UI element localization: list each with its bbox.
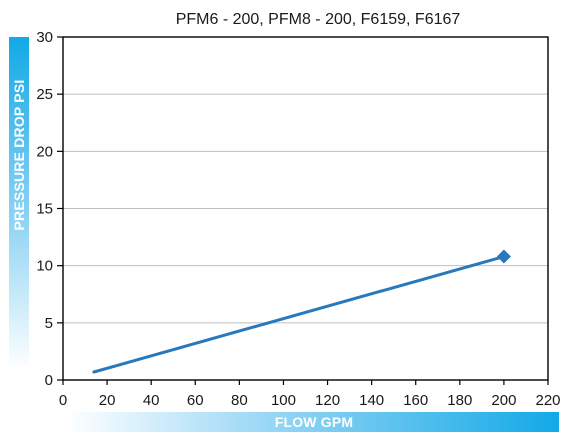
y-axis-label: PRESSURE DROP PSI (11, 80, 27, 231)
chart-title: PFM6 - 200, PFM8 - 200, F6159, F6167 (176, 11, 461, 28)
y-tick-label: 20 (36, 143, 53, 160)
y-tick-label: 0 (45, 372, 53, 389)
x-axis-label-band (66, 412, 559, 432)
x-tick-label: 180 (447, 392, 472, 409)
y-tick-label: 5 (45, 315, 53, 332)
x-axis-label: FLOW GPM (275, 414, 354, 430)
series-line (92, 255, 506, 374)
x-tick-label: 120 (315, 392, 340, 409)
x-tick-label: 140 (359, 392, 384, 409)
x-tick-label: 160 (403, 392, 428, 409)
y-tick-label: 25 (36, 86, 53, 103)
tick-labels: 0 5 10 15 20 25 30 0 20 40 60 80 100 120 140 160 180 200 2… (36, 29, 560, 409)
y-axis-label-band (9, 37, 29, 370)
axes (57, 36, 549, 385)
y-tick-label: 15 (36, 201, 53, 218)
x-tick-label: 0 (59, 392, 67, 409)
series (92, 249, 511, 374)
data-point-diamond (496, 249, 511, 264)
x-tick-label: 220 (535, 392, 560, 409)
x-tick-label: 100 (271, 392, 296, 409)
x-tick-label: 80 (231, 392, 248, 409)
y-tick-label: 10 (36, 258, 53, 275)
x-tick-label: 200 (491, 392, 516, 409)
y-tick-label: 30 (36, 29, 53, 46)
x-tick-label: 60 (187, 392, 204, 409)
x-tick-label: 40 (143, 392, 160, 409)
gridlines (63, 93, 548, 324)
x-tick-label: 20 (99, 392, 116, 409)
